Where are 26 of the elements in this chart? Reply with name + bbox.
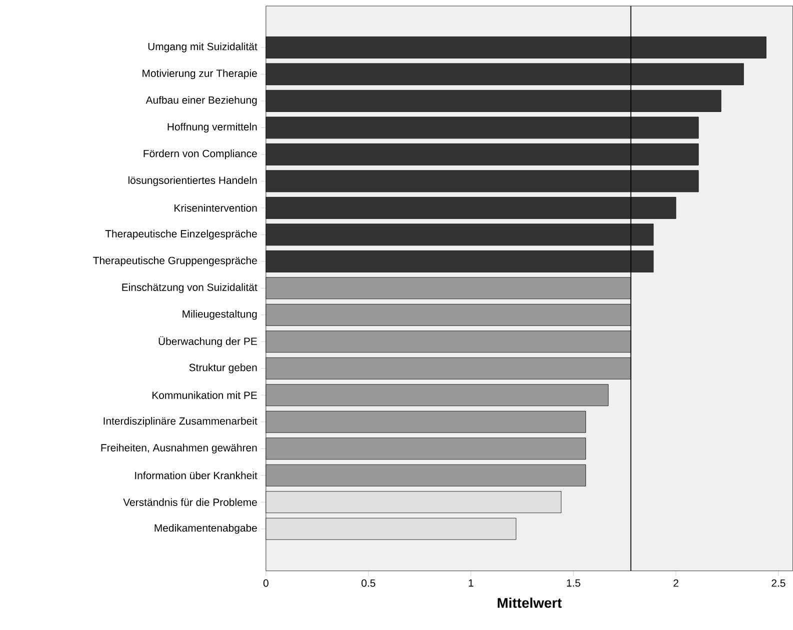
y-tick-label: lösungsorientiertes Handeln [128, 176, 257, 186]
y-tick-label: Struktur geben [189, 364, 257, 374]
y-tick-label: Information über Krankheit [135, 472, 258, 480]
x-tick-label: 1 [468, 579, 474, 587]
x-tick-label: 0.5 [362, 579, 376, 587]
y-tick-label: Kommunikation mit PE [152, 391, 257, 400]
y-tick-label: Überwachung der PE [158, 336, 257, 348]
x-axis-title: Mittelwert [498, 598, 562, 608]
y-tick-label: Therapeutische Einzelgespräche [105, 230, 257, 240]
y-tick-label: Einschätzung von Suizidalität [122, 283, 258, 294]
y-tick-label: Freiheiten, Ausnahmen gewähren [101, 444, 257, 454]
y-tick-label: Hoffnung vermitteln [168, 122, 257, 133]
y-tick-label: Fördern von Compliance [144, 150, 257, 160]
y-tick-label: Umgang mit Suizidalität [148, 42, 258, 52]
y-tick-label: Motivierung zur Therapie [142, 69, 257, 80]
y-tick-label: Interdisziplinäre Zusammenarbeit [104, 417, 258, 427]
x-tick-label: 2 [674, 579, 678, 587]
y-tick-label: Verständnis für die Probleme [123, 498, 257, 506]
y-tick-label: Milieugestaltung [182, 310, 257, 320]
y-tick-label: Medikamentenabgabe [154, 524, 257, 534]
y-tick-label: Aufbau einer Beziehung [146, 96, 257, 106]
x-tick-label: 2.5 [772, 579, 786, 587]
x-tick-label: 0 [263, 579, 268, 587]
x-tick-label: 1.5 [566, 579, 580, 587]
y-tick-label: Krisenintervention [174, 204, 257, 212]
y-tick-label: Therapeutische Gruppengespräche [93, 256, 257, 266]
